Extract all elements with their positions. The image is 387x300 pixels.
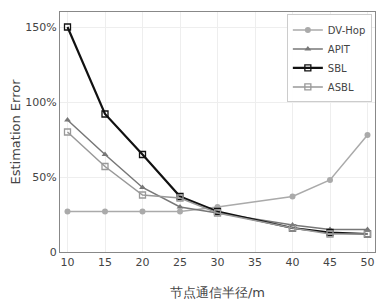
svg-text:50%: 50%: [32, 171, 56, 184]
svg-text:节点通信半径/m: 节点通信半径/m: [170, 285, 265, 300]
svg-text:Estimation Error: Estimation Error: [8, 79, 23, 185]
svg-text:40: 40: [286, 256, 300, 269]
svg-text:0: 0: [50, 246, 57, 259]
svg-text:10: 10: [61, 256, 75, 269]
svg-text:APIT: APIT: [328, 44, 351, 55]
svg-text:50: 50: [361, 256, 375, 269]
svg-text:100%: 100%: [25, 96, 56, 109]
svg-text:150%: 150%: [25, 21, 56, 34]
svg-text:35: 35: [248, 256, 262, 269]
svg-text:SBL: SBL: [328, 63, 347, 74]
svg-text:45: 45: [323, 256, 337, 269]
svg-text:25: 25: [173, 256, 187, 269]
svg-text:30: 30: [211, 256, 225, 269]
svg-text:ASBL: ASBL: [328, 82, 354, 93]
svg-text:15: 15: [98, 256, 112, 269]
svg-text:DV-Hop: DV-Hop: [328, 25, 365, 36]
svg-text:20: 20: [136, 256, 150, 269]
